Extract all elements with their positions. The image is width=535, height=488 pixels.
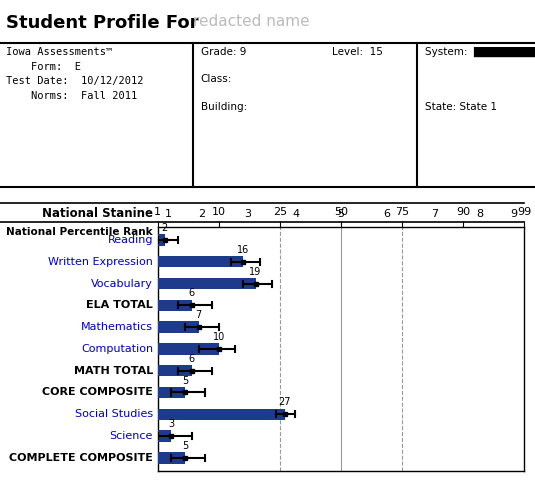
Text: Vocabulary: Vocabulary [91,279,153,288]
Text: Mathematics: Mathematics [81,322,153,332]
Text: Building:: Building: [201,102,247,111]
Text: System:  ████████████: System: ████████████ [425,47,535,57]
Text: 16: 16 [237,245,249,255]
Text: ELA TOTAL: ELA TOTAL [86,300,153,310]
Text: 4: 4 [292,209,300,219]
Text: 1: 1 [164,209,172,219]
Text: 9: 9 [510,209,518,219]
Bar [158,256,243,267]
Text: COMPLETE COMPOSITE: COMPLETE COMPOSITE [9,453,153,463]
Text: 2: 2 [162,223,168,233]
Text: Written Expression: Written Expression [48,257,153,267]
Bar [158,322,198,333]
Text: 2: 2 [198,209,205,219]
Text: 19: 19 [249,266,262,277]
Text: CORE COMPOSITE: CORE COMPOSITE [42,387,153,398]
Bar [158,452,185,464]
Text: State: State 1: State: State 1 [425,102,498,111]
Text: National Stanine: National Stanine [42,207,153,220]
Bar [158,430,171,442]
Text: National Percentile Rank: National Percentile Rank [6,227,153,237]
Text: Grade: 9: Grade: 9 [201,47,246,57]
Text: 7: 7 [195,310,202,320]
Text: Class:: Class: [201,74,232,84]
Bar [158,365,192,376]
Text: 5: 5 [338,209,345,219]
Text: 5: 5 [182,441,188,451]
Text: Science: Science [110,431,153,441]
Text: 10: 10 [213,332,225,342]
Bar [158,300,192,311]
Bar [158,278,256,289]
Text: redacted name: redacted name [193,14,309,29]
Text: Level:  15: Level: 15 [332,47,383,57]
Text: Reading: Reading [108,235,153,245]
Bar [158,234,165,245]
Text: 6: 6 [189,354,195,364]
Text: 3: 3 [169,419,174,429]
Text: 7: 7 [431,209,438,219]
Text: Computation: Computation [81,344,153,354]
Text: Social Studies: Social Studies [75,409,153,419]
Text: 8: 8 [477,209,484,219]
Text: 6: 6 [189,288,195,298]
Text: 27: 27 [279,397,291,407]
Text: 6: 6 [383,209,390,219]
Text: Student Profile For: Student Profile For [6,14,199,32]
Bar [158,343,219,355]
Text: MATH TOTAL: MATH TOTAL [74,366,153,376]
Text: 5: 5 [182,376,188,386]
Text: Iowa Assessments™
    Form:  E
Test Date:  10/12/2012
    Norms:  Fall 2011: Iowa Assessments™ Form: E Test Date: 10/… [6,47,144,101]
Bar [158,408,285,420]
Bar [158,387,185,398]
Text: 3: 3 [244,209,251,219]
